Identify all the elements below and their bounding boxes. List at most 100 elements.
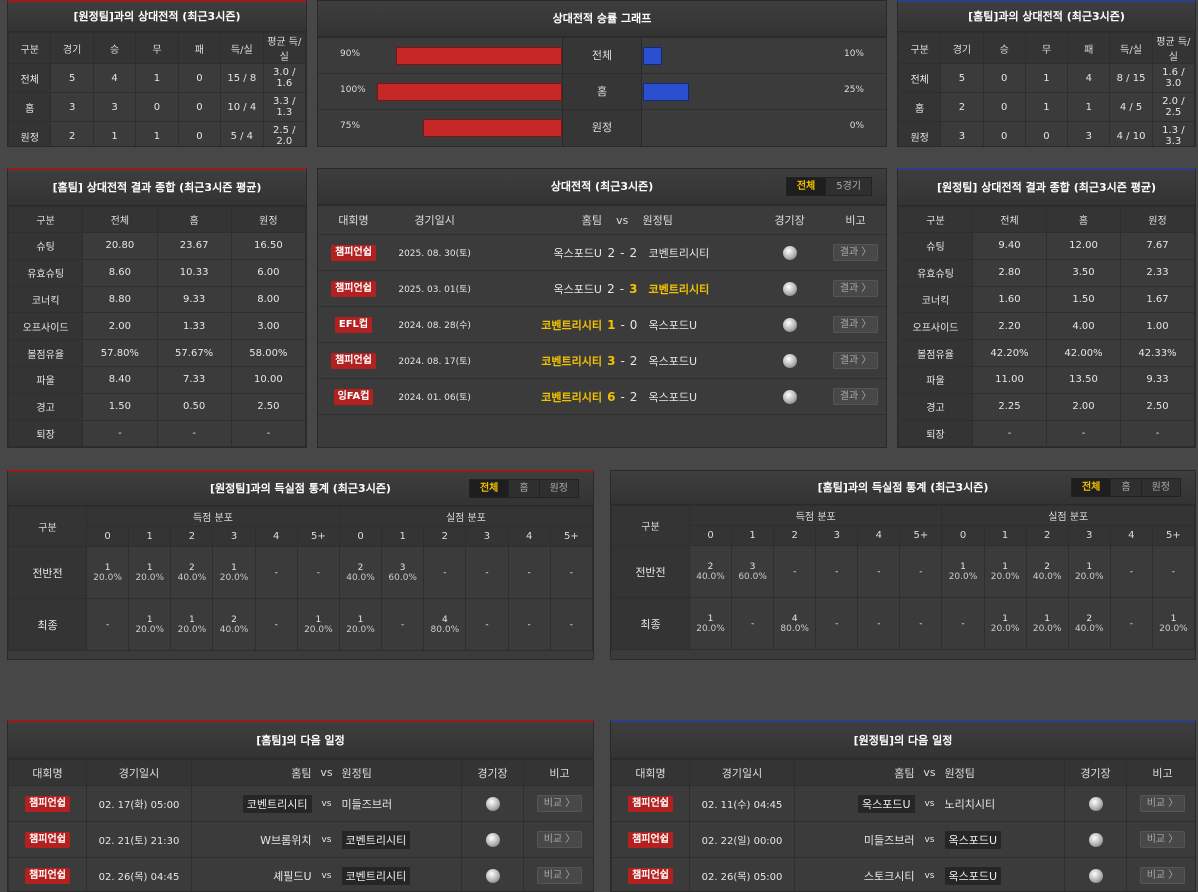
column-header: 비고	[1126, 759, 1195, 786]
tab-home[interactable]: 홈	[508, 480, 538, 497]
column-header: 비고	[825, 205, 886, 235]
compare-button[interactable]: 비교 〉	[536, 831, 583, 848]
goal-cell: -	[507, 598, 551, 651]
result-button[interactable]: 결과 〉	[832, 280, 879, 297]
stadium-icon	[782, 281, 797, 296]
league-badge: 챔피언쉽	[628, 795, 673, 812]
goal-count-header: 5+	[296, 526, 340, 547]
column-header: 홈	[1046, 206, 1121, 233]
table-cell: -	[1120, 419, 1195, 447]
tab-away[interactable]: 원정	[1140, 479, 1180, 496]
table-row: 오프사이드 2.20 4.00 1.00	[898, 312, 1195, 341]
away-team: 코벤트리시티	[642, 234, 755, 271]
goal-count: -	[877, 566, 881, 577]
column-header: 평균 득/실	[1151, 32, 1195, 64]
goal-cell: -	[1151, 545, 1195, 598]
table-row: 챔피언쉽 02. 11(수) 04:45 옥스포드U vs 노리치시티 비교 〉	[611, 785, 1195, 822]
compare-button[interactable]: 비교 〉	[1139, 867, 1186, 884]
league-cell: EFL컵	[318, 306, 389, 343]
column-header: 대회명	[611, 759, 690, 786]
date-cell: 02. 11(수) 04:45	[689, 785, 795, 822]
tab-all[interactable]: 전체	[1071, 479, 1111, 496]
compare-button[interactable]: 비교 〉	[1139, 795, 1186, 812]
table-row: 최종 -1 20.0% 1 20.0% 2 40.0% -1 20.0% 1 20.0% -4 80.0…	[8, 598, 593, 651]
column-header: 패	[177, 32, 222, 64]
column-header: 경기일시	[689, 759, 795, 786]
goal-cell: 2 40.0%	[688, 545, 733, 598]
column-header: 무	[1024, 32, 1069, 64]
note-cell: 비교 〉	[1126, 821, 1195, 858]
away-summary-panel: [원정팀] 상대전적 결과 종합 (최근3시즌 평균) 구분 전체 홈 원정 슈팅 9.4…	[897, 168, 1196, 448]
tab-all[interactable]: 전체	[469, 480, 509, 497]
table-cell: 1	[1067, 92, 1111, 122]
goal-cell: 1 20.0%	[296, 598, 340, 651]
goal-count-header: 3	[1067, 525, 1111, 546]
goal-count-header: 3	[465, 526, 509, 547]
row-label: 홈	[8, 92, 52, 122]
goal-count: -	[1129, 618, 1133, 629]
tab-all[interactable]: 전체	[786, 178, 826, 195]
goal-cell: -	[254, 598, 298, 651]
away-team: 옥스포드U	[944, 830, 1002, 849]
goal-count: 1	[357, 614, 364, 625]
result-button[interactable]: 결과 〉	[832, 316, 879, 333]
goal-count-header: 4	[254, 526, 298, 547]
goal-count-header: 2	[773, 525, 817, 546]
column-header: 득/실	[1109, 32, 1153, 64]
column-header: 경기	[940, 32, 984, 64]
column-header: 무	[135, 32, 179, 64]
compare-button[interactable]: 비교 〉	[536, 795, 583, 812]
note-cell: 비교 〉	[523, 857, 593, 891]
goal-count: -	[569, 619, 573, 630]
table-cell: 5	[940, 63, 984, 93]
tab-home[interactable]: 홈	[1110, 479, 1140, 496]
vs-label: vs	[311, 857, 342, 891]
score-cell: 1-0	[601, 306, 643, 343]
table-cell: 1.3 / 3.3	[1151, 121, 1195, 146]
date-cell: 02. 17(화) 05:00	[86, 785, 192, 822]
compare-button[interactable]: 비교 〉	[536, 867, 583, 884]
panel-title: 상대전적 승률 그래프	[318, 1, 886, 37]
row-label: 전체	[8, 63, 52, 93]
tab-away[interactable]: 원정	[538, 480, 578, 497]
panel-title: [원정팀]과의 상대전적 (최근3시즌)	[8, 2, 306, 32]
header-row: 대회명 경기일시 홈팀 vs 원정팀 경기장 비고	[611, 759, 1195, 786]
table-cell: 58.00%	[230, 339, 306, 367]
result-button[interactable]: 결과 〉	[832, 352, 879, 369]
venue-cell	[754, 378, 826, 415]
away-team: 옥스포드U	[642, 306, 755, 343]
table-row: 챔피언쉽 02. 17(화) 05:00 코벤트리시티 vs 미들즈브러 비교 〉	[8, 785, 593, 822]
home-score: 6	[607, 389, 616, 404]
goal-cell: -	[381, 598, 425, 651]
home-team: 미들즈브러	[863, 833, 915, 847]
goal-cell: -	[465, 546, 509, 599]
league-cell: 챔피언쉽	[318, 234, 389, 271]
goal-cell: -	[549, 546, 593, 599]
table-row: 퇴장 - - -	[8, 419, 306, 447]
tab-5-games[interactable]: 5경기	[825, 178, 871, 195]
column-header: vs	[601, 205, 643, 235]
league-badge: 챔피언쉽	[331, 244, 376, 261]
table-cell: 1.50	[1046, 285, 1121, 314]
table-cell: 0	[177, 92, 222, 122]
goal-percent: 60.0%	[738, 571, 767, 582]
table-cell: 8.60	[82, 258, 158, 287]
table-cell: 3.0 / 1.6	[262, 63, 306, 93]
column-header: 홈	[156, 206, 232, 233]
compare-button[interactable]: 비교 〉	[1139, 831, 1186, 848]
table-cell: 57.80%	[82, 339, 158, 367]
result-button[interactable]: 결과 〉	[832, 388, 879, 405]
score-separator: -	[620, 317, 625, 332]
table-cell: 57.67%	[156, 339, 232, 367]
away-win-bar	[643, 47, 662, 65]
goal-cell: 1 20.0%	[688, 597, 733, 650]
result-button[interactable]: 결과 〉	[832, 244, 879, 261]
table-cell: 8.40	[82, 365, 158, 394]
goal-cell: 1 20.0%	[128, 598, 172, 651]
away-team-cell: 미들즈브러	[341, 785, 462, 822]
table-row: 챔피언쉽 2025. 08. 30(토) 옥스포드U 2-2 코벤트리시티 결과 〉	[318, 234, 886, 271]
table-cell: 3.3 / 1.3	[262, 92, 306, 122]
home-win-bar	[423, 119, 562, 137]
table-row: 원정 2 1 1 0 5 / 4 2.5 / 2.0	[8, 121, 306, 146]
win-rate-graph-panel: 상대전적 승률 그래프 90% 전체 10% 100% 홈 25% 75% 원정 0%	[317, 0, 887, 147]
